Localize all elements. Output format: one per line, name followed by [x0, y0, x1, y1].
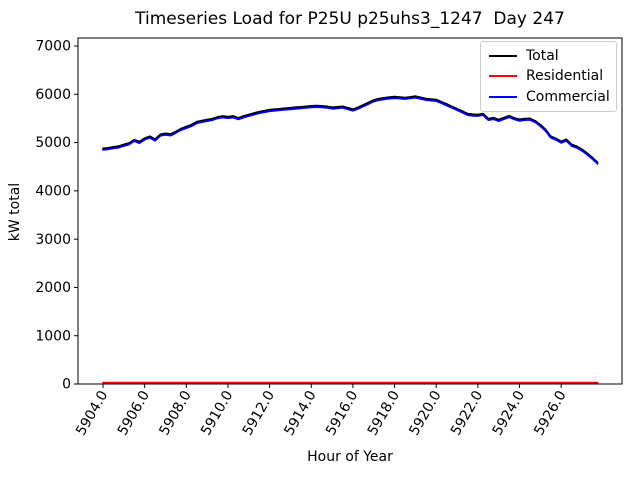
- y-axis-label: kW total: [7, 182, 23, 242]
- x-tick-label: 5922.0: [448, 388, 486, 438]
- legend-line-sample: [489, 75, 517, 78]
- x-tick-label: 5918.0: [365, 388, 403, 438]
- legend-label: Residential: [526, 68, 604, 85]
- legend-line-sample: [489, 95, 517, 98]
- y-tick-label: 4000: [35, 183, 71, 199]
- x-tick-label: 5910.0: [198, 388, 236, 438]
- legend-label: Total: [526, 48, 559, 65]
- legend: Total Residential Commercial: [480, 41, 617, 112]
- y-tick-label: 1000: [35, 328, 71, 344]
- legend-entry-total: Total: [489, 49, 609, 63]
- y-tick-label: 7000: [35, 39, 71, 55]
- x-tick-label: 5926.0: [531, 388, 569, 438]
- chart-title: Timeseries Load for P25U p25uhs3_1247 Da…: [135, 9, 565, 29]
- y-tick-label: 0: [62, 377, 71, 393]
- x-tick-label: 5914.0: [281, 388, 319, 438]
- x-tick-label: 5924.0: [490, 388, 528, 438]
- series-line-commercial: [102, 96, 599, 165]
- legend-label: Commercial: [526, 88, 610, 105]
- x-tick-label: 5920.0: [406, 388, 444, 438]
- x-tick-label: 5904.0: [73, 388, 111, 438]
- y-tick-label: 2000: [35, 280, 71, 296]
- legend-entry-residential: Residential: [489, 69, 609, 83]
- legend-entry-commercial: Commercial: [489, 88, 610, 105]
- legend-line-sample: [489, 55, 517, 58]
- x-axis-label: Hour of Year: [307, 449, 393, 465]
- x-tick-label: 5912.0: [240, 388, 278, 438]
- x-tick-label: 5906.0: [115, 388, 153, 438]
- x-tick-label: 5916.0: [323, 388, 361, 438]
- y-tick-label: 3000: [35, 232, 71, 248]
- x-tick-label: 5908.0: [156, 388, 194, 438]
- series-line-total: [102, 95, 599, 164]
- plot-border: [77, 37, 623, 385]
- y-tick-label: 5000: [35, 135, 71, 151]
- y-tick-label: 6000: [35, 87, 71, 103]
